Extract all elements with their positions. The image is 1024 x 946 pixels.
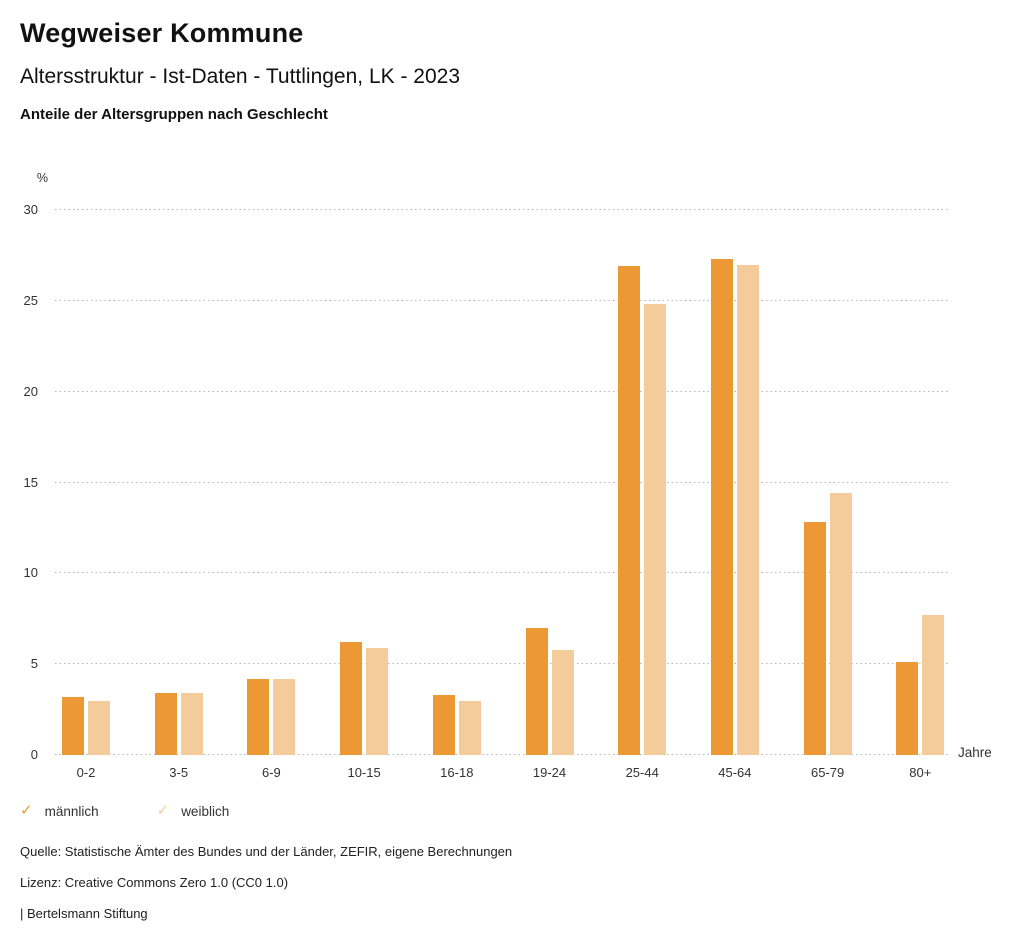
y-tick-15: 15 — [23, 474, 38, 490]
x-tick-6-9: 6-9 — [261, 765, 281, 780]
page-title: Wegweiser Kommune — [20, 18, 304, 48]
gridline-0 — [55, 754, 950, 755]
y-axis: 0 5 10 15 20 25 30 — [0, 202, 38, 762]
x-tick-19-24: 19-24 — [532, 765, 567, 780]
bar-männlich-0-2[interactable] — [62, 696, 84, 755]
bar-weiblich-45-64[interactable] — [736, 264, 759, 755]
y-tick-10: 10 — [23, 565, 38, 581]
brand-text: | Bertelsmann Stiftung — [20, 906, 148, 921]
check-icon: ✓ — [20, 802, 33, 819]
y-tick-20: 20 — [23, 383, 38, 399]
gridline-20 — [55, 390, 950, 392]
y-tick-30: 30 — [23, 202, 38, 217]
bar-group-16-18 — [432, 695, 481, 755]
gridline-10 — [55, 572, 950, 574]
bar-weiblich-19-24[interactable] — [551, 649, 574, 755]
x-axis: 0-2 3-5 6-9 10-15 16-18 19-24 25-44 45-64 65-79 8… — [55, 765, 950, 785]
bar-group-80+ — [896, 615, 945, 755]
x-axis-unit-label: Jahre — [958, 745, 992, 760]
x-tick-45-64: 45-64 — [718, 765, 752, 780]
bar-männlich-45-64[interactable] — [710, 259, 733, 755]
bar-weiblich-6-9[interactable] — [273, 678, 296, 755]
bar-männlich-80+[interactable] — [896, 662, 919, 755]
legend-label: weiblich — [181, 803, 230, 819]
bar-männlich-19-24[interactable] — [525, 627, 548, 755]
x-tick-25-44: 25-44 — [625, 765, 659, 780]
bar-group-0-2 — [62, 696, 110, 755]
bar-weiblich-0-2[interactable] — [88, 700, 110, 755]
bar-männlich-3-5[interactable] — [154, 693, 177, 755]
bar-weiblich-3-5[interactable] — [180, 693, 203, 755]
bar-group-25-44 — [618, 266, 667, 755]
y-axis-unit-label: % — [36, 171, 48, 185]
bar-männlich-25-44[interactable] — [618, 266, 641, 755]
bar-weiblich-25-44[interactable] — [644, 304, 667, 755]
source-text: Quelle: Statistische Ämter des Bundes un… — [20, 844, 513, 859]
gridline-5 — [55, 663, 950, 665]
y-tick-5: 5 — [30, 656, 38, 672]
x-tick-65-79: 65-79 — [810, 765, 845, 780]
chart-subtitle: Altersstruktur - Ist-Daten - Tuttlingen,… — [20, 65, 461, 88]
license-text: Lizenz: Creative Commons Zero 1.0 (CC0 1… — [20, 875, 289, 890]
x-tick-10-15: 10-15 — [347, 765, 381, 780]
bar-weiblich-80+[interactable] — [922, 615, 945, 755]
bar-männlich-65-79[interactable] — [803, 522, 826, 755]
gridline-30 — [55, 209, 950, 210]
chart-heading: Anteile der Altersgruppen nach Geschlech… — [20, 106, 328, 123]
bar-weiblich-65-79[interactable] — [829, 493, 852, 755]
legend-item-weiblich[interactable]: ✓ weiblich — [157, 802, 230, 820]
bar-group-19-24 — [525, 627, 574, 755]
bar-männlich-10-15[interactable] — [340, 642, 363, 755]
legend: ✓ männlich ✓ weiblich — [20, 802, 229, 820]
bar-group-45-64 — [710, 259, 759, 755]
bar-group-65-79 — [803, 493, 852, 755]
bar-männlich-16-18[interactable] — [432, 695, 455, 755]
legend-label: männlich — [44, 803, 99, 819]
x-tick-0-2: 0-2 — [76, 765, 96, 780]
bar-group-10-15 — [340, 642, 389, 755]
bar-group-3-5 — [154, 693, 203, 755]
y-tick-25: 25 — [23, 292, 38, 308]
legend-item-männlich[interactable]: ✓ männlich — [20, 802, 99, 820]
x-tick-3-5: 3-5 — [169, 765, 189, 780]
x-tick-80+: 80+ — [909, 765, 932, 780]
x-tick-16-18: 16-18 — [440, 765, 474, 780]
bar-männlich-6-9[interactable] — [247, 678, 270, 755]
y-tick-0: 0 — [30, 747, 38, 762]
plot-area — [55, 209, 950, 755]
gridline-25 — [55, 299, 950, 301]
check-icon: ✓ — [156, 802, 170, 819]
bar-weiblich-10-15[interactable] — [366, 647, 389, 755]
bar-weiblich-16-18[interactable] — [458, 700, 481, 755]
gridline-15 — [55, 481, 950, 483]
bar-group-6-9 — [247, 678, 296, 755]
